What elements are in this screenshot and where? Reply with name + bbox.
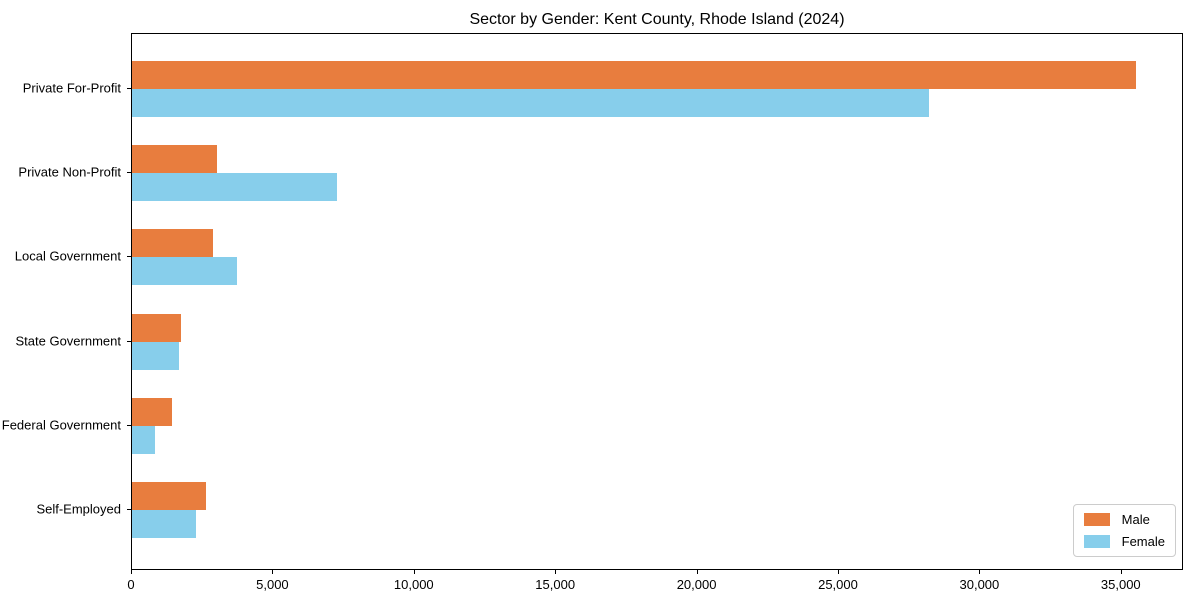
y-axis-tick	[127, 340, 131, 342]
x-axis-tick	[696, 570, 698, 574]
bar-male-1	[132, 145, 217, 174]
y-axis-category-label: Private Non-Profit	[18, 164, 121, 180]
x-axis-tick-label: 30,000	[959, 577, 1000, 592]
legend-item-female: Female	[1083, 534, 1165, 549]
x-axis-tick	[413, 570, 415, 574]
x-axis-tick	[555, 570, 557, 574]
y-axis-tick	[127, 509, 131, 510]
legend-label-female: Female	[1121, 534, 1165, 549]
x-axis-tick-label: 20,000	[676, 577, 717, 592]
y-axis-tick	[127, 88, 131, 89]
bar-female-5	[132, 510, 196, 538]
y-axis-category-label: Private For-Profit	[22, 80, 121, 96]
bar-female-2	[132, 257, 237, 286]
bar-male-0	[132, 61, 1136, 89]
y-axis-tick	[127, 424, 131, 426]
plot-area: Male Female	[131, 33, 1183, 570]
legend-swatch-female	[1083, 535, 1110, 548]
y-axis-category-label: Local Government	[14, 248, 121, 264]
y-axis-category-label: Federal Government	[1, 417, 121, 433]
y-axis-tick	[127, 172, 131, 174]
x-axis-tick-label: 10,000	[393, 577, 434, 592]
bar-female-0	[132, 89, 929, 117]
bar-male-2	[132, 229, 213, 258]
legend-item-male: Male	[1083, 512, 1165, 527]
x-axis-tick-label: 5,000	[256, 577, 289, 592]
legend-label-male: Male	[1121, 512, 1150, 527]
x-axis-tick	[837, 570, 839, 574]
bar-female-3	[132, 341, 179, 370]
x-axis-tick-label: 35,000	[1100, 577, 1141, 592]
x-axis-tick	[1120, 570, 1122, 574]
x-axis-tick	[131, 570, 132, 574]
y-axis-category-label: Self-Employed	[36, 501, 121, 517]
x-axis-tick-label: 0	[127, 577, 135, 592]
bar-male-5	[132, 482, 206, 510]
x-axis-tick-label: 15,000	[535, 577, 576, 592]
x-axis-tick	[272, 570, 274, 574]
y-axis-tick	[127, 256, 131, 258]
x-axis-tick	[979, 570, 981, 574]
bar-female-4	[132, 425, 155, 454]
legend-swatch-male	[1083, 513, 1110, 526]
bar-female-1	[132, 173, 337, 202]
x-axis-tick-label: 25,000	[818, 577, 858, 592]
legend: Male Female	[1072, 504, 1176, 557]
bar-male-3	[132, 313, 181, 342]
chart-title: Sector by Gender: Kent County, Rhode Isl…	[469, 11, 845, 28]
bar-male-4	[132, 397, 172, 426]
y-axis-category-label: State Government	[15, 333, 122, 349]
